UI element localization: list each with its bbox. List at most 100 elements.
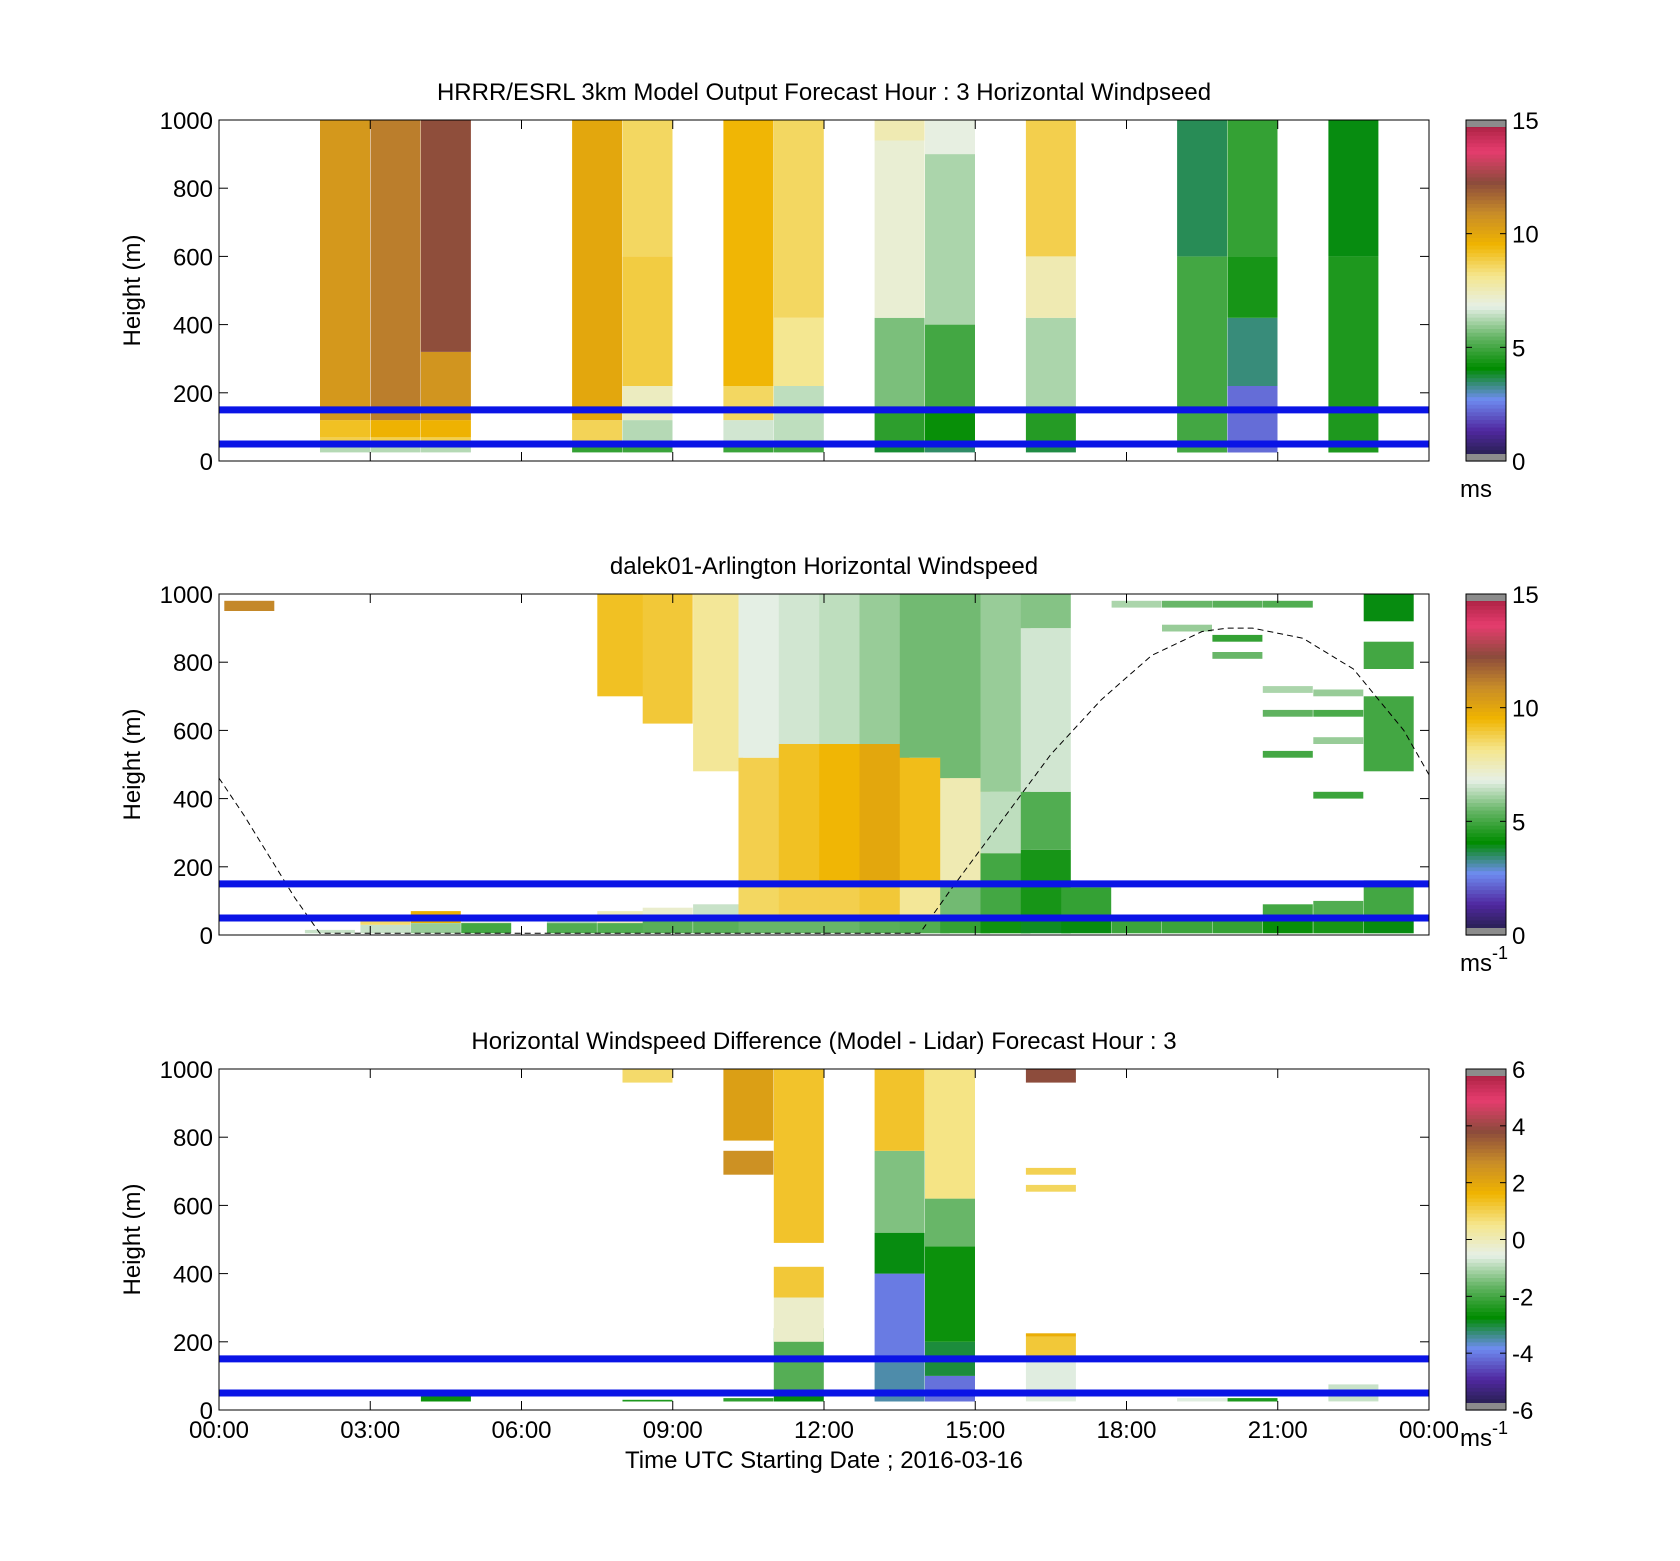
heatmap-cell <box>1020 594 1071 629</box>
colorbar-segment <box>1466 1356 1506 1362</box>
heatmap-cell <box>723 120 774 386</box>
chart-title: Horizontal Windspeed Difference (Model -… <box>471 1028 1176 1055</box>
heatmap-cell <box>410 923 461 934</box>
colorbar-segment <box>1466 1076 1506 1081</box>
colorbar-segment <box>1466 438 1506 443</box>
colorbar-segment <box>1466 1163 1506 1169</box>
heatmap-cell <box>1025 409 1076 444</box>
colorbar-segment <box>1466 669 1506 675</box>
heatmap-cell <box>622 120 673 257</box>
colorbar-segment <box>1466 1322 1506 1328</box>
colorbar-segment <box>1466 1133 1506 1138</box>
heatmap-cell <box>773 1297 824 1342</box>
heatmap-cell <box>1111 600 1162 608</box>
colorbar-segment <box>1466 719 1506 724</box>
colorbar-segment <box>1466 1353 1506 1358</box>
colorbar-segment <box>1466 1212 1506 1218</box>
colorbar-tick-label: 0 <box>1512 449 1525 476</box>
colorbar-segment <box>1466 828 1506 834</box>
colorbar-segment <box>1466 1326 1506 1332</box>
heatmap-cell <box>370 120 421 421</box>
x-tick-label: 15:00 <box>945 1417 1005 1444</box>
heatmap-cells <box>224 594 1414 934</box>
colorbar-segment <box>1466 1087 1506 1093</box>
x-axis-label: Time UTC Starting Date ; 2016-03-16 <box>625 1447 1023 1474</box>
colorbar-segment <box>1466 1190 1506 1195</box>
colorbar-segment <box>1466 1224 1506 1229</box>
heatmap-cell <box>1162 600 1212 608</box>
colorbar-segment <box>1466 1182 1506 1188</box>
x-tick-label: 03:00 <box>340 1417 400 1444</box>
heatmap-cell <box>622 256 673 386</box>
y-tick-label: 400 <box>173 313 213 340</box>
colorbar-segment <box>1466 207 1506 212</box>
colorbar-segment <box>1466 1284 1506 1290</box>
heatmap-cell <box>597 594 648 697</box>
colorbar-segment <box>1466 445 1506 451</box>
colorbar-tick-label: 15 <box>1512 108 1539 135</box>
heatmap-cell <box>1328 256 1379 453</box>
heatmap-cell <box>1212 652 1263 659</box>
colorbar-segment <box>1466 404 1506 409</box>
chart-title: HRRR/ESRL 3km Model Output Forecast Hour… <box>437 79 1211 106</box>
colorbar-segment <box>1466 1341 1506 1347</box>
colorbar-tick-label: 5 <box>1512 809 1525 836</box>
colorbar-tick-label: -2 <box>1512 1284 1533 1311</box>
heatmap-cell <box>1262 686 1313 693</box>
colorbar-segment <box>1466 847 1506 853</box>
colorbar-segment <box>1466 146 1506 151</box>
heatmap-cell <box>1212 918 1263 934</box>
heatmap-cell <box>622 1069 673 1083</box>
colorbar-segment <box>1466 923 1506 929</box>
chart-title: dalek01-Arlington Horizontal Windspeed <box>610 553 1038 580</box>
colorbar-tick-label: 10 <box>1512 696 1539 723</box>
heatmap-cell <box>1363 696 1414 772</box>
panel-2: 0 200 400 600 800 1000 dalek01-Arlington Horiz… <box>119 553 1539 977</box>
colorbar-segment <box>1466 1209 1506 1214</box>
heatmap-cell <box>622 443 673 453</box>
colorbar-segment <box>1466 620 1506 625</box>
colorbar-segment <box>1466 347 1506 352</box>
colorbar-segment <box>1466 1254 1506 1260</box>
y-tick-label: 0 <box>200 923 213 950</box>
heatmap-cell <box>773 1069 824 1243</box>
colorbar-segment <box>1466 328 1506 333</box>
colorbar-segment <box>1466 840 1506 845</box>
colorbar-segment <box>1466 1080 1506 1085</box>
y-tick-label: 600 <box>173 718 213 745</box>
heatmap-cell <box>320 420 370 438</box>
colorbar-segment <box>1466 605 1506 610</box>
colorbar-segment <box>1466 275 1506 280</box>
colorbar-segment <box>1466 411 1506 417</box>
colorbar-segment <box>1466 730 1506 735</box>
x-tick-label: 00:00 <box>189 1417 249 1444</box>
colorbar-segment <box>1466 684 1506 690</box>
colorbar-segment <box>1466 1186 1506 1191</box>
colorbar-tick-label: 0 <box>1512 1228 1525 1255</box>
colorbar-cap <box>1466 454 1506 461</box>
colorbar-segment <box>1466 1171 1506 1176</box>
colorbar-segment <box>1466 138 1506 144</box>
heatmap-cell <box>874 1273 925 1363</box>
colorbar-tick-label: 10 <box>1512 222 1539 249</box>
colorbar-segment <box>1466 150 1506 155</box>
colorbar-segment <box>1466 722 1506 728</box>
heatmap-cell <box>874 120 925 141</box>
colorbar-segment <box>1466 362 1506 367</box>
colorbar-segment <box>1466 415 1506 420</box>
colorbar-segment <box>1466 900 1506 906</box>
colorbar-segment <box>1466 889 1506 894</box>
colorbar-segment <box>1466 1364 1506 1369</box>
colorbar-segment <box>1466 881 1506 887</box>
colorbar-segment <box>1466 203 1506 208</box>
colorbar-segment <box>1466 878 1506 883</box>
colorbar-segment <box>1466 286 1506 292</box>
colorbar-segment <box>1466 650 1506 656</box>
colorbar-segment <box>1466 298 1506 303</box>
heatmap-cell <box>1025 1069 1076 1083</box>
colorbar-segment <box>1466 813 1506 819</box>
heatmap-cell <box>370 420 421 438</box>
x-tick-label: 12:00 <box>794 1417 854 1444</box>
heatmap-cell <box>360 924 411 934</box>
colorbar-segment <box>1466 237 1506 242</box>
